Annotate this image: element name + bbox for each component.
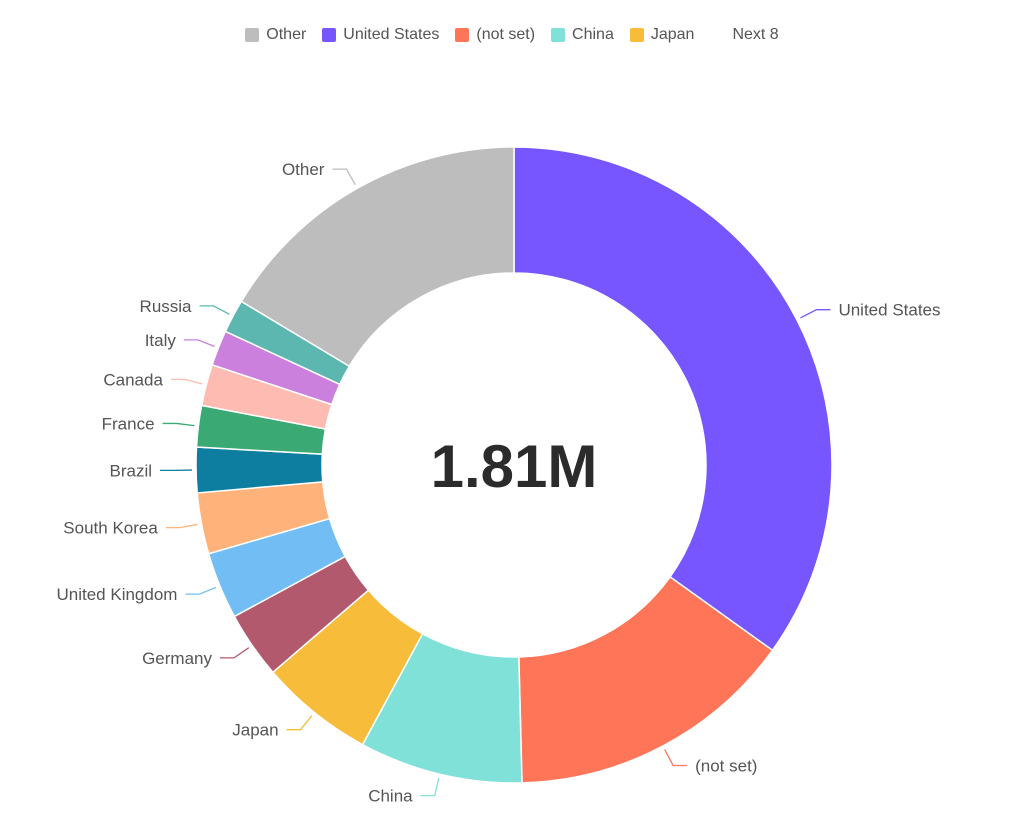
chart-legend: Other United States (not set) China Japa…: [0, 26, 1024, 44]
leader-line-united-states: [800, 309, 831, 319]
leader-line-russia: [199, 305, 230, 315]
legend-label: China: [572, 26, 614, 43]
leader-line-south-korea: [165, 523, 198, 529]
legend-swatch: [245, 28, 260, 42]
legend-label: United States: [343, 26, 440, 43]
legend-swatch: [629, 28, 644, 42]
slice-label-france: France: [102, 414, 155, 433]
legend-item-china[interactable]: China: [551, 26, 614, 44]
slice-label-brazil: Brazil: [110, 461, 153, 480]
legend-item-united-states[interactable]: United States: [322, 26, 439, 44]
leader-line-other: [332, 168, 356, 186]
legend-swatch: [322, 28, 337, 42]
leader-line-canada: [170, 378, 203, 385]
slice-other[interactable]: [240, 146, 515, 368]
legend-label: Other: [266, 26, 307, 43]
slice-label-south-korea: South Korea: [63, 519, 158, 538]
slice-label-italy: Italy: [145, 331, 177, 350]
leader-line-not-set: [664, 749, 688, 767]
slice-label-not-set: (not set): [695, 756, 757, 775]
legend-item-japan[interactable]: Japan: [629, 26, 695, 44]
slice-label-united-kingdom: United Kingdom: [57, 585, 178, 604]
slice-label-russia: Russia: [140, 297, 193, 316]
leader-line-italy: [183, 339, 215, 348]
center-total-value: 1.81M: [431, 433, 598, 500]
slice-united-states[interactable]: [513, 146, 833, 652]
legend-swatch: [455, 28, 470, 42]
legend-label: Japan: [650, 26, 695, 43]
legend-swatch: [551, 28, 566, 42]
leader-line-united-kingdom: [185, 586, 217, 595]
slice-label-canada: Canada: [103, 370, 163, 389]
leader-line-france: [162, 422, 195, 427]
slice-label-united-states: United States: [838, 301, 940, 320]
slice-label-germany: Germany: [142, 649, 212, 668]
slice-label-other: Other: [282, 160, 325, 179]
leader-line-germany: [219, 647, 250, 659]
legend-label: (not set): [476, 26, 536, 43]
legend-item-other[interactable]: Other: [245, 26, 306, 44]
leader-line-japan: [286, 715, 313, 731]
slice-label-china: China: [368, 787, 413, 806]
legend-next-button[interactable]: Next 8: [732, 26, 779, 43]
slice-label-japan: Japan: [232, 721, 278, 740]
legend-item-not-set[interactable]: (not set): [455, 26, 535, 44]
leader-line-china: [420, 777, 440, 797]
